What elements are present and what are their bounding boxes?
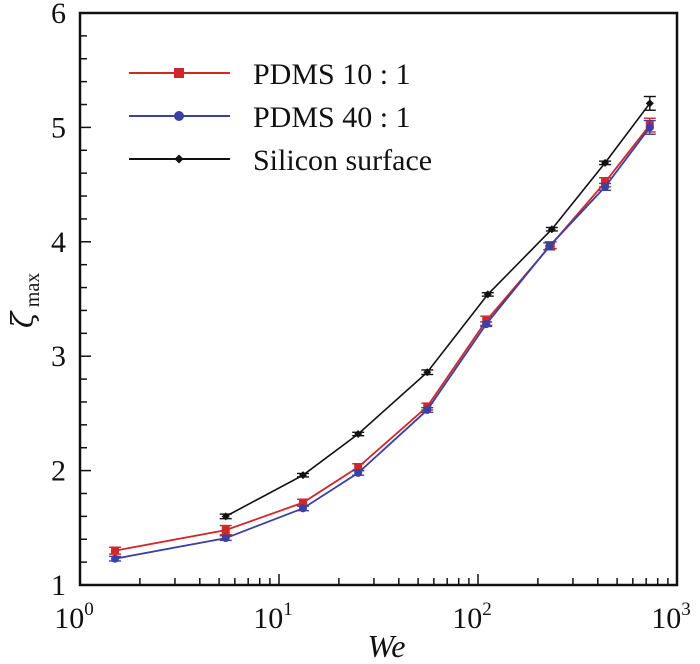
data-point: [645, 123, 654, 132]
legend-marker-diamond: [174, 154, 184, 164]
legend-item: PDMS 10 : 1: [129, 58, 411, 91]
data-point: [423, 405, 432, 414]
x-tick-base: 10: [452, 602, 482, 635]
x-tick-label: 101: [253, 599, 293, 635]
series-line: [114, 124, 651, 552]
y-tick-label: 2: [51, 455, 66, 488]
data-point: [298, 498, 307, 507]
series-group: [109, 95, 656, 563]
x-tick-exponent: 0: [84, 599, 94, 620]
legend-item: PDMS 40 : 1: [129, 101, 411, 134]
x-tick-exponent: 1: [283, 599, 293, 620]
series-circle: [109, 119, 656, 563]
data-point: [601, 158, 610, 167]
x-tick-base: 10: [54, 602, 84, 635]
series-line: [114, 126, 651, 560]
data-point: [354, 468, 363, 477]
y-tick-label: 4: [51, 226, 66, 259]
data-point: [221, 526, 230, 535]
legend-marker-square: [174, 68, 184, 78]
data-point: [483, 290, 492, 299]
y-tick-label: 6: [51, 0, 66, 30]
y-tick-label: 3: [51, 340, 66, 373]
data-point: [645, 99, 654, 108]
y-axis-label-subscript: max: [22, 273, 44, 307]
series-line: [225, 102, 651, 518]
legend-label: PDMS 10 : 1: [253, 58, 411, 91]
legend-marker-circle: [174, 111, 184, 121]
x-tick-base: 10: [651, 602, 681, 635]
data-point: [221, 512, 230, 521]
y-tick-label: 5: [51, 111, 66, 144]
data-point: [545, 242, 554, 251]
data-point: [482, 320, 491, 329]
plot-area: [78, 11, 679, 587]
x-tick-label: 103: [651, 599, 691, 635]
x-axis-label: We: [368, 628, 406, 664]
data-point: [354, 463, 363, 472]
x-tick-label: 102: [452, 599, 492, 635]
data-point: [111, 554, 120, 563]
series-diamond: [219, 95, 656, 521]
x-tick-base: 10: [253, 602, 283, 635]
data-point: [354, 429, 363, 438]
data-point: [221, 534, 230, 543]
x-tick-exponent: 2: [482, 599, 492, 620]
y-axis-label: ζ max: [6, 273, 44, 328]
data-point: [423, 368, 432, 377]
plot-frame: [78, 11, 679, 587]
data-point: [298, 504, 307, 513]
legend: PDMS 10 : 1 PDMS 40 : 1 Silicon surface: [129, 58, 432, 177]
data-point: [601, 182, 610, 191]
data-point: [547, 225, 556, 234]
series-square: [109, 117, 656, 555]
data-point: [601, 178, 610, 187]
x-tick-exponent: 3: [681, 599, 691, 620]
legend-label: PDMS 40 : 1: [253, 101, 411, 134]
data-point: [111, 546, 120, 555]
legend-label: Silicon surface: [253, 144, 432, 177]
x-tick-label: 100: [54, 599, 94, 635]
legend-item: Silicon surface: [129, 144, 432, 177]
y-axis-label-symbol: ζ: [6, 310, 41, 328]
data-point: [298, 471, 307, 480]
y-tick-label: 1: [51, 569, 66, 602]
